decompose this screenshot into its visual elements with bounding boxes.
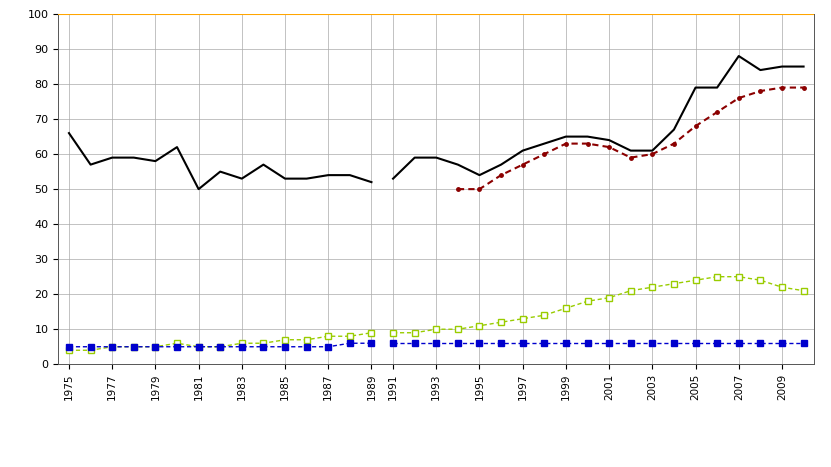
Line: Air: Air — [66, 330, 374, 353]
All rail — [150, 158, 160, 164]
Air — [129, 344, 139, 349]
ScotRail — [604, 144, 614, 150]
All rail — [215, 169, 225, 175]
Air — [345, 333, 355, 339]
Air — [323, 333, 333, 339]
Ferry (selected services) — [172, 344, 182, 349]
Air — [150, 344, 160, 349]
All rail — [323, 172, 333, 178]
All rail — [129, 155, 139, 161]
ScotRail — [453, 186, 463, 192]
Line: ScotRail: ScotRail — [456, 86, 805, 191]
ScotRail — [799, 85, 809, 91]
Ferry (selected services) — [64, 344, 74, 349]
All rail — [258, 162, 268, 168]
All rail — [366, 179, 376, 185]
ScotRail — [691, 123, 701, 129]
ScotRail — [496, 172, 506, 178]
Air — [366, 330, 376, 335]
ScotRail — [518, 162, 528, 168]
ScotRail — [647, 151, 657, 157]
Ferry (selected services) — [194, 344, 204, 349]
ScotRail — [669, 141, 679, 147]
All rail — [280, 176, 290, 182]
Line: All rail: All rail — [69, 133, 371, 189]
All rail — [302, 176, 312, 182]
ScotRail — [539, 151, 549, 157]
Ferry (selected services) — [366, 340, 376, 346]
All rail — [64, 130, 74, 136]
Air — [237, 340, 247, 346]
All rail — [345, 172, 355, 178]
Air — [280, 337, 290, 343]
ScotRail — [475, 186, 484, 192]
All rail — [194, 186, 204, 192]
Air — [258, 340, 268, 346]
Ferry (selected services) — [86, 344, 96, 349]
Line: Ferry (selected services): Ferry (selected services) — [66, 340, 374, 349]
Ferry (selected services) — [323, 344, 333, 349]
ScotRail — [734, 95, 744, 101]
Air — [107, 344, 117, 349]
Air — [172, 340, 182, 346]
Air — [64, 347, 74, 353]
Ferry (selected services) — [107, 344, 117, 349]
All rail — [237, 176, 247, 182]
Ferry (selected services) — [150, 344, 160, 349]
ScotRail — [712, 109, 722, 115]
ScotRail — [583, 141, 593, 147]
ScotRail — [626, 155, 636, 161]
Ferry (selected services) — [215, 344, 225, 349]
ScotRail — [755, 88, 765, 94]
All rail — [172, 144, 182, 150]
All rail — [86, 162, 96, 168]
All rail — [107, 155, 117, 161]
Ferry (selected services) — [345, 340, 355, 346]
Ferry (selected services) — [280, 344, 290, 349]
Ferry (selected services) — [302, 344, 312, 349]
Ferry (selected services) — [129, 344, 139, 349]
Air — [302, 337, 312, 343]
Air — [86, 347, 96, 353]
Ferry (selected services) — [237, 344, 247, 349]
Ferry (selected services) — [258, 344, 268, 349]
Air — [194, 344, 204, 349]
Air — [215, 344, 225, 349]
ScotRail — [561, 141, 571, 147]
ScotRail — [777, 85, 787, 91]
